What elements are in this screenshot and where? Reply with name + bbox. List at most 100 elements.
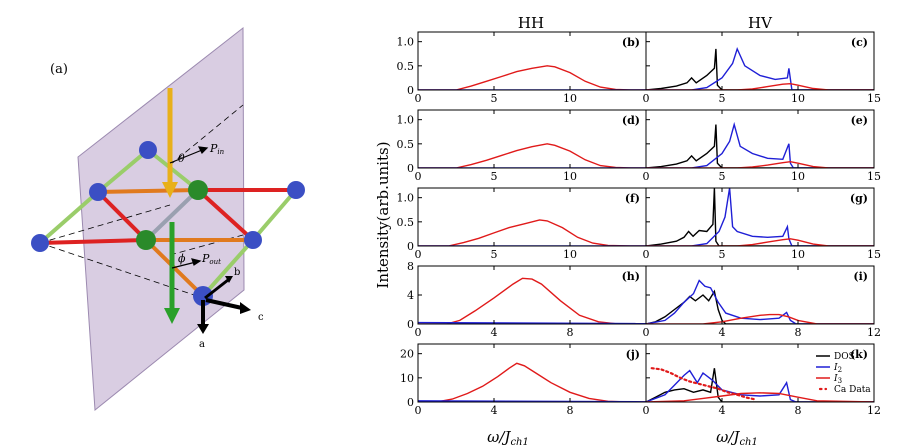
subplot-c: 0 5 10 15 (c): [643, 31, 881, 105]
x-tick-label: 4: [491, 326, 498, 339]
series-dos: [646, 124, 874, 168]
panel-label: (c): [851, 36, 868, 49]
x-tick-label: 0: [415, 326, 422, 339]
x-tick-label: 8: [567, 404, 574, 417]
series-i2: [646, 121, 874, 168]
x-tick-label: 10: [563, 92, 577, 105]
x-tick-label: 15: [867, 92, 881, 105]
axes-frame: [645, 31, 875, 91]
axis-b-label: b: [234, 267, 240, 278]
subplot-i: 0 4 8 12 (i): [643, 265, 881, 339]
col-title-hh: HH: [518, 14, 544, 32]
axes-frame: [417, 31, 647, 91]
subplot-b: 0 5 10 0 0.5 1.0 (b): [397, 31, 647, 105]
legend-label: DOS: [834, 352, 855, 362]
x-tick-label: 0: [643, 326, 650, 339]
x-tick-label: 0: [643, 404, 650, 417]
y-tick-label: 0.5: [397, 60, 415, 73]
series-dos: [646, 48, 874, 90]
col-title-hv: HV: [748, 14, 773, 32]
atom-blue: [244, 231, 262, 249]
panel-label: (f): [625, 192, 640, 205]
x-tick-label: 4: [719, 326, 726, 339]
series-i3: [646, 313, 874, 324]
panel-label-a: (a): [50, 62, 68, 77]
axes-frame: [645, 343, 875, 403]
series-i2: [646, 369, 874, 402]
y-tick-label: 0: [407, 162, 414, 175]
y-tick-label: 0.5: [397, 138, 415, 151]
panel-label: (j): [626, 348, 640, 361]
x-tick-label: 4: [719, 404, 726, 417]
scattering-plane: [77, 26, 245, 411]
subplot-e: 0 5 10 15 (e): [643, 109, 881, 183]
x-tick-label: 10: [563, 170, 577, 183]
y-tick-label: 1.0: [397, 192, 415, 205]
panel-label: (i): [853, 270, 868, 283]
y-tick-label: 0.5: [397, 216, 415, 229]
y-tick-label: 1.0: [397, 36, 415, 49]
x-tick-label: 5: [491, 248, 498, 261]
subplot-j: 0 4 8 0 10 20 (j): [400, 343, 647, 417]
outgoing-beam-arrow: [164, 222, 180, 324]
series-i3: [418, 143, 646, 168]
y-axis-label: Intensity(arb.units): [374, 141, 392, 288]
phi-label: ϕ: [178, 252, 186, 265]
x-tick-label: 0: [415, 404, 422, 417]
y-tick-label: 8: [407, 260, 414, 273]
series-i3: [646, 392, 874, 402]
series-i3: [418, 277, 646, 324]
crystal-axes: [197, 276, 251, 334]
x-tick-label: 10: [791, 170, 805, 183]
panel-label: (e): [851, 114, 868, 127]
legend-label: Ca Data: [834, 385, 871, 395]
atom-green: [188, 180, 208, 200]
series-dos: [646, 188, 874, 246]
x-tick-label: 0: [643, 92, 650, 105]
legend-label: I2: [833, 363, 842, 374]
subplot-k: 0 4 8 12 (k): [643, 343, 881, 417]
y-tick-label: 0: [407, 240, 414, 253]
axes-frame: [417, 265, 647, 325]
theta-label: θ: [178, 152, 185, 165]
subplot-d: 0 5 10 0 0.5 1.0 (d): [397, 109, 647, 183]
x-tick-label: 10: [563, 248, 577, 261]
series-i3: [418, 362, 646, 402]
subplot-h: 0 4 8 0 4 8 (h): [407, 260, 647, 339]
atom-blue: [287, 181, 305, 199]
x-axis-label-right: ω/Jch1: [716, 428, 758, 448]
subplot-g: 0 5 10 15 (g): [643, 187, 881, 261]
y-tick-label: 20: [400, 348, 414, 361]
y-tick-label: 10: [400, 372, 414, 385]
series-i3: [418, 219, 646, 246]
x-tick-label: 8: [567, 326, 574, 339]
y-tick-label: 1.0: [397, 114, 415, 127]
p-out-label: Pout: [201, 252, 221, 266]
atom-blue: [89, 183, 107, 201]
x-tick-label: 0: [415, 248, 422, 261]
x-tick-label: 5: [719, 248, 726, 261]
lattice-atoms: [31, 141, 305, 306]
x-tick-label: 0: [643, 248, 650, 261]
y-tick-label: 0: [407, 84, 414, 97]
series-dos: [646, 289, 874, 324]
x-axis-label-left: ω/Jch1: [487, 428, 529, 448]
x-tick-label: 5: [491, 170, 498, 183]
panel-label: (d): [622, 114, 640, 127]
schematic-panel: (a): [31, 26, 305, 411]
series-i2: [418, 321, 646, 324]
x-tick-label: 5: [491, 92, 498, 105]
incoming-beam-arrow: [162, 88, 178, 198]
axes-frame: [645, 187, 875, 247]
series-ca-data: [650, 367, 758, 401]
subplot-f: 0 5 10 0 0.5 1.0 (f): [397, 187, 647, 261]
series-i2: [646, 279, 874, 324]
series-i3: [418, 65, 646, 90]
legend-label: I3: [833, 374, 842, 385]
x-tick-label: 5: [719, 92, 726, 105]
atom-green: [136, 230, 156, 250]
panel-label: (b): [622, 36, 640, 49]
axes-frame: [417, 109, 647, 169]
